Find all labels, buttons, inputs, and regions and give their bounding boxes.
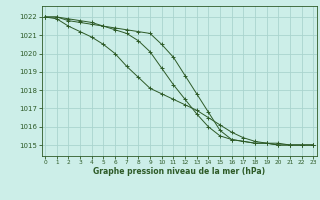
X-axis label: Graphe pression niveau de la mer (hPa): Graphe pression niveau de la mer (hPa) xyxy=(93,167,265,176)
